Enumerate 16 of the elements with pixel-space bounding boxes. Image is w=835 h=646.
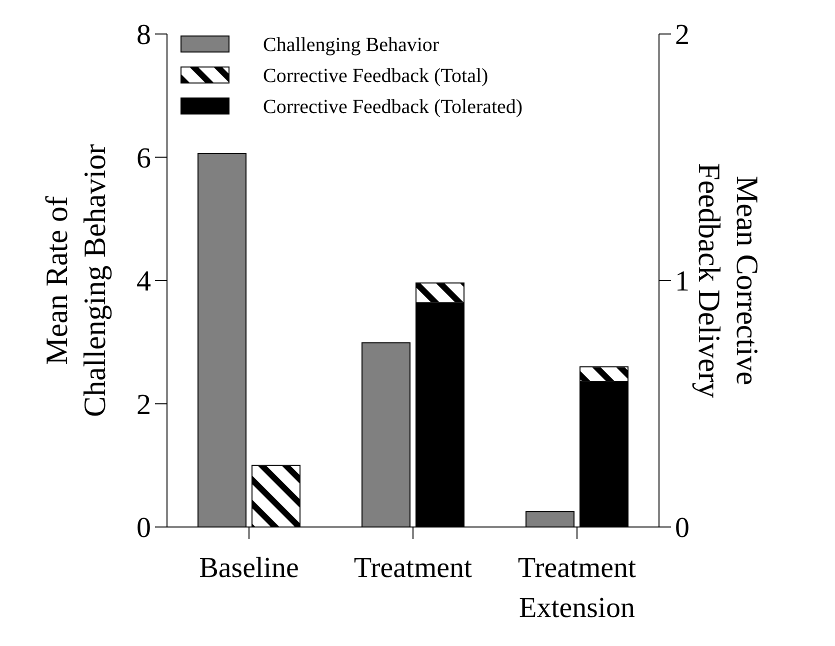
y-tick-label: 8 [136, 19, 151, 52]
y-tick-label: 2 [136, 388, 151, 421]
y-tick-label: 4 [136, 266, 152, 298]
legend-label: Corrective Feedback (Total) [263, 65, 488, 87]
legend-label: Corrective Feedback (Tolerated) [263, 96, 523, 118]
y2-tick-label: 1 [675, 266, 690, 298]
legend-label: Challenging Behavior [263, 34, 440, 56]
x-tick-label: Treatment [354, 552, 472, 584]
y2-tick-label: 2 [675, 19, 690, 52]
y-axis-title: Mean Rate of Challenging Behavior [39, 143, 112, 417]
y2-tick-label: 0 [675, 512, 690, 544]
y2-axis-title: Mean Corrective Feedback Delivery [692, 163, 765, 398]
y-tick-label: 6 [136, 142, 151, 174]
x-tick-label: Baseline [199, 552, 299, 584]
y-tick-label: 0 [136, 512, 151, 544]
x-tick-label: Treatment Extension [518, 552, 636, 624]
